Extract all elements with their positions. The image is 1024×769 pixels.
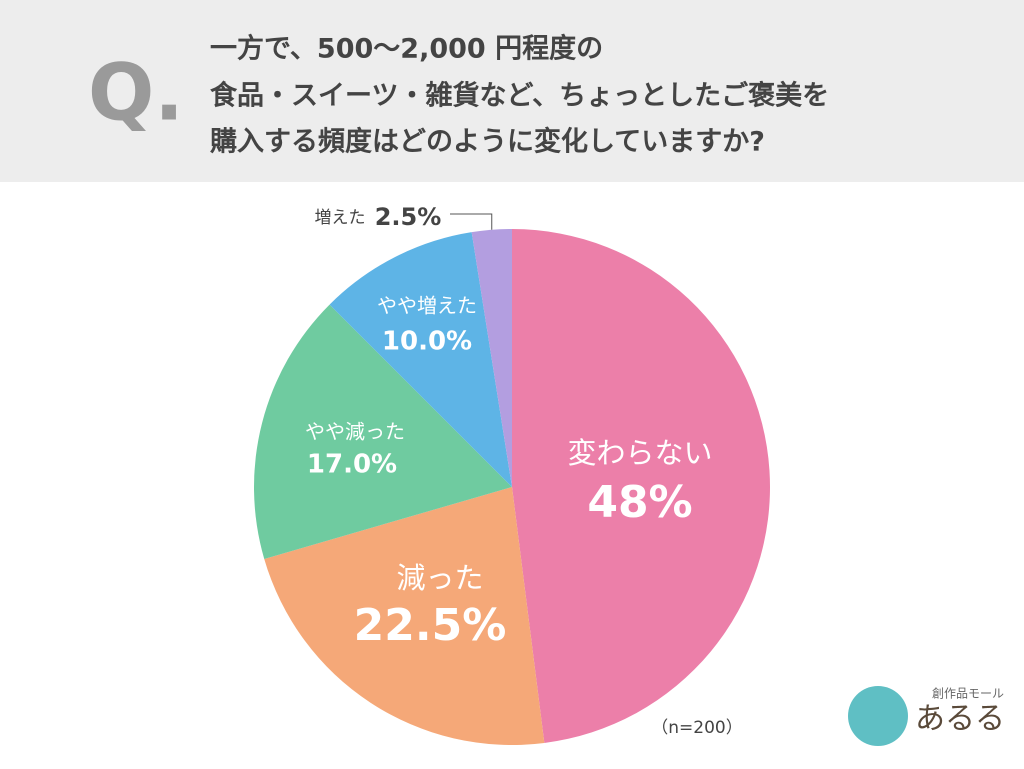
slice-label: 変わらない <box>567 436 712 470</box>
question-marker: Q. <box>88 48 184 138</box>
pie-slice <box>264 487 545 745</box>
header-band <box>0 0 1024 182</box>
slice-label: やや増えた <box>377 294 477 318</box>
pie-slice <box>512 229 771 743</box>
title-line: 購入する頻度はどのように変化していますか? <box>210 126 765 158</box>
logo-name: あるる <box>915 702 1005 737</box>
slice-value-label: 17.0% <box>307 450 397 480</box>
slice-label: 減った <box>396 561 483 595</box>
logo-mark <box>848 686 908 746</box>
leader-line <box>450 213 493 230</box>
title-line: 一方で、500〜2,000 円程度の <box>210 33 603 65</box>
slice-value-label: 10.0% <box>382 327 472 357</box>
note: （n=200） <box>651 718 742 738</box>
slice-value-label: 2.5% <box>375 203 442 231</box>
slice-label: 増えた <box>315 208 366 228</box>
pie: 変わらない 48% 減った 22.5% やや減った 17.0% やや増えた 10.0% 増えた 2… <box>254 203 771 745</box>
title-line: 食品・スイーツ・雑貨など、ちょっとしたご褒美を <box>210 80 829 112</box>
pie-slice <box>471 229 512 487</box>
pie-slice <box>329 232 512 487</box>
slice-value-label: 22.5% <box>354 600 507 651</box>
logo-caption: 創作品モール <box>932 687 1004 701</box>
pie-slice <box>254 304 512 559</box>
slice-label: やや減った <box>305 420 405 444</box>
slice-value-label: 48% <box>587 477 692 528</box>
